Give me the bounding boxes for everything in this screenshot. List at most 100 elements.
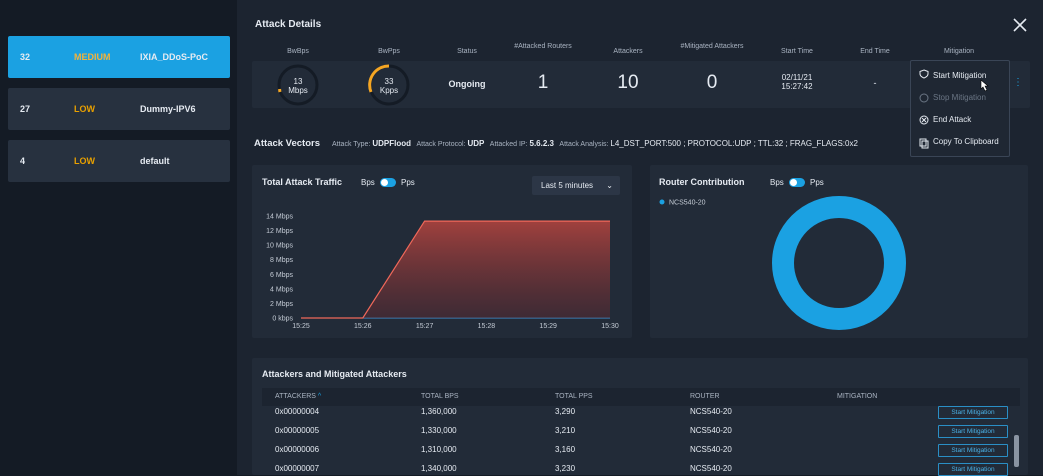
unit: Kpps — [379, 86, 399, 95]
status: Ongoing — [448, 79, 486, 89]
menu-item[interactable]: Start Mitigation — [933, 71, 987, 80]
severity: LOW — [74, 104, 95, 114]
attackers-panel — [252, 358, 1028, 475]
attack-name: IXIA_DDoS-PoC — [140, 52, 209, 62]
severity: MEDIUM — [74, 52, 111, 62]
close-button[interactable] — [1012, 17, 1028, 33]
start-time: 02/11/21 15:27:42 — [757, 73, 837, 91]
x-tick-label: 15:30 — [601, 323, 619, 330]
table-cell: 0x00000005 — [275, 426, 320, 435]
label: End Time — [860, 48, 890, 55]
column-header: TOTAL BPS — [421, 393, 459, 400]
table-cell: NCS540-20 — [690, 445, 732, 454]
toggle-label: Bps — [770, 178, 784, 187]
table-cell: 1,340,000 — [421, 464, 457, 473]
table-cell: 0x00000007 — [275, 464, 320, 473]
range-dropdown[interactable]: Last 5 minutes ⌄ — [532, 176, 620, 195]
table-cell: 3,230 — [555, 464, 576, 473]
value: 33 — [384, 77, 394, 86]
mitigation-button[interactable]: Start Mitigation — [938, 406, 1008, 419]
field-label: Attack Analysis: — [559, 141, 609, 148]
attack-name: default — [140, 156, 170, 166]
slice — [772, 196, 906, 330]
gauge-value: 13 Mbps — [258, 77, 338, 95]
count: 4 — [20, 156, 26, 166]
field-value: UDPFlood — [372, 139, 412, 148]
label: #Attacked Routers — [514, 43, 572, 50]
area — [301, 221, 610, 318]
toggle-label: Pps — [810, 178, 824, 187]
time: 15:27:42 — [781, 82, 813, 91]
panel-title: Total Attack Traffic — [262, 177, 343, 187]
label: Attackers — [613, 48, 643, 55]
table-header — [262, 388, 1020, 406]
table-cell: 3,160 — [555, 445, 576, 454]
y-tick-label: 6 Mbps — [270, 272, 293, 279]
y-tick-label: 2 Mbps — [270, 301, 293, 308]
panel-title: Router Contribution — [659, 177, 745, 187]
toggle[interactable] — [789, 178, 805, 187]
attack-item[interactable]: 32 MEDIUM IXIA_DDoS-PoC — [8, 36, 230, 78]
y-tick-label: 10 Mbps — [266, 243, 293, 250]
label: Mitigation — [944, 48, 974, 55]
x-tick-label: 15:27 — [416, 323, 434, 330]
menu-item[interactable]: End Attack — [933, 115, 972, 124]
unit: Mbps — [288, 86, 308, 95]
mitigation-button[interactable]: Start Mitigation — [938, 463, 1008, 476]
label: BwPps — [378, 48, 400, 55]
field-label: Attacked IP: — [489, 141, 528, 148]
table-cell: NCS540-20 — [690, 407, 732, 416]
header-text: ATTACKERS — [275, 393, 316, 400]
scrollbar[interactable] — [1014, 435, 1019, 467]
field-value: 5.6.2.3 — [529, 139, 554, 148]
title: Attack Details — [255, 19, 322, 30]
column-header: TOTAL PPS — [555, 393, 593, 400]
table-cell: 1,360,000 — [421, 407, 457, 416]
attacked-routers: 1 — [537, 72, 549, 93]
y-tick-label: 4 Mbps — [270, 286, 293, 293]
table-cell: 1,310,000 — [421, 445, 457, 454]
section-title: Attack Vectors — [254, 138, 321, 149]
panel-title: Attackers and Mitigated Attackers — [262, 369, 407, 379]
router-chart: NCS540-20 — [659, 196, 906, 330]
gauge — [368, 64, 410, 106]
table-cell: 3,210 — [555, 426, 576, 435]
attack-item[interactable]: 4 LOW default — [8, 140, 230, 182]
mitigation-button[interactable]: Start Mitigation — [938, 444, 1008, 457]
label: Start Time — [781, 48, 813, 55]
traffic-chart: 0 kbps 2 Mbps 4 Mbps 6 Mbps 8 Mbps 10 Mbps 12 … — [266, 214, 619, 331]
y-tick-label: 12 Mbps — [266, 228, 293, 235]
cursor — [980, 79, 989, 92]
end-time: - — [873, 78, 877, 88]
range: Last 5 minutes — [541, 181, 594, 190]
mitigation-button[interactable]: Start Mitigation — [938, 425, 1008, 438]
legend-swatch — [659, 199, 665, 205]
severity: LOW — [74, 156, 95, 166]
table-cell: 1,330,000 — [421, 426, 457, 435]
toggle[interactable] — [380, 178, 396, 187]
legend-label: NCS540-20 — [669, 200, 706, 207]
field-value: L4_DST_PORT:500 ; PROTOCOL:UDP ; TTL:32 … — [610, 139, 858, 148]
field-value: UDP — [467, 139, 485, 148]
value: 13 — [293, 77, 303, 86]
attack-name: Dummy-IPV6 — [140, 104, 196, 114]
y-tick-label: 0 kbps — [272, 316, 293, 323]
field-label: Attack Type: — [332, 141, 371, 148]
y-tick-label: 14 Mbps — [266, 214, 293, 221]
vector-fields: Attack Type: UDPFlood Attack Protocol: U… — [332, 139, 858, 148]
gauge-value: 33 Kpps — [349, 77, 429, 95]
toggle-label: Pps — [401, 178, 415, 187]
attack-item[interactable]: 27 LOW Dummy-IPV6 — [8, 88, 230, 130]
more-button[interactable]: ⋮ — [1013, 77, 1023, 88]
mitigated-attackers: 0 — [706, 72, 718, 93]
label: #Mitigated Attackers — [680, 43, 744, 50]
table-cell: 0x00000004 — [275, 407, 320, 416]
column-header: MITIGATION — [837, 393, 878, 400]
menu-item: Stop Mitigation — [933, 93, 986, 102]
x-tick-label: 15:25 — [292, 323, 310, 330]
y-tick-label: 8 Mbps — [270, 257, 293, 264]
label: Status — [457, 48, 477, 55]
menu-item[interactable]: Copy To Clipboard — [933, 137, 999, 146]
column-header[interactable]: ATTACKERS ^ — [275, 393, 322, 400]
